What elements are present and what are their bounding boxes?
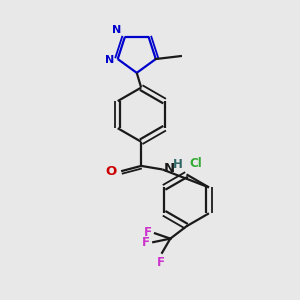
Text: Cl: Cl (190, 157, 202, 170)
Text: F: F (142, 236, 150, 249)
Text: F: F (143, 226, 152, 238)
Text: O: O (106, 165, 117, 178)
Text: N: N (105, 55, 114, 64)
Text: H: H (173, 158, 182, 171)
Text: N: N (164, 162, 175, 175)
Text: F: F (157, 256, 165, 269)
Text: N: N (112, 25, 121, 35)
